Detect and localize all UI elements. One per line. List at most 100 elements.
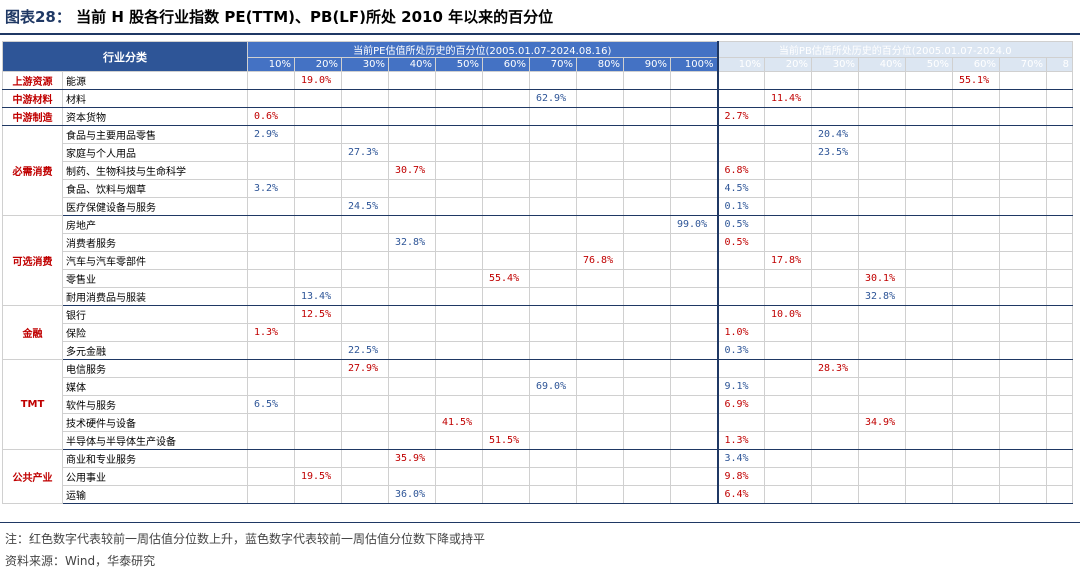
pe-empty-cell [388,179,436,198]
industry-label: 多元金融 [62,341,248,360]
pb-empty-cell [1046,377,1073,396]
pe-empty-cell [670,143,718,162]
pe-empty-cell [247,287,295,306]
industry-label: 保险 [62,323,248,342]
pb-empty-cell [999,467,1047,486]
industry-label: 食品与主要用品零售 [62,125,248,144]
pb-empty-cell [764,215,812,234]
pe-percentile-value: 55.4% [482,269,530,288]
pb-percentile-value: 23.5% [811,143,859,162]
pe-empty-cell [576,269,624,288]
pb-empty-cell [905,413,953,432]
pb-empty-cell [1046,125,1073,144]
pe-empty-cell [482,413,530,432]
pe-empty-cell [294,125,342,144]
table-row: 多元金融 22.5% 0.3% [3,341,1073,360]
figure-number: 图表28： [5,8,71,26]
pb-empty-cell [716,251,765,270]
pb-empty-cell [905,251,953,270]
pb-empty-cell [905,287,953,306]
industry-label: 房地产 [62,215,248,234]
pe-empty-cell [482,341,530,360]
pb-empty-cell [905,359,953,378]
table-row: 医疗保健设备与服务 24.5% 0.1% [3,197,1073,216]
pe-empty-cell [247,341,295,360]
industry-label: 软件与服务 [62,395,248,414]
pb-empty-cell [952,305,1000,324]
pb-empty-cell [811,71,859,90]
pe-empty-cell [482,395,530,414]
pb-percentile-value: 20.4% [811,125,859,144]
pb-empty-cell [811,197,859,216]
pb-empty-cell [999,71,1047,90]
group-label: TMT [2,359,63,450]
industry-label: 食品、饮料与烟草 [62,179,248,198]
pe-empty-cell [670,233,718,252]
pe-empty-cell [623,233,671,252]
pb-empty-cell [952,233,1000,252]
table-row: 公共产业 商业和专业服务 35.9% 3.4% [2,449,1073,504]
industry-label: 制药、生物科技与生命科学 [62,161,248,180]
pe-empty-cell [341,107,389,126]
pe-empty-cell [482,287,530,306]
pe-empty-cell [529,413,577,432]
group-label: 必需消费 [2,125,63,216]
pe-empty-cell [576,359,624,378]
pb-empty-cell [952,179,1000,198]
pb-empty-cell [764,359,812,378]
pb-empty-cell [999,269,1047,288]
notes-divider [0,522,1080,523]
pe-empty-cell [294,269,342,288]
pb-empty-cell [905,269,953,288]
pb-empty-cell [952,413,1000,432]
pb-empty-cell [716,269,765,288]
pe-empty-cell [388,251,436,270]
pe-empty-cell [435,269,483,288]
pb-empty-cell [952,161,1000,180]
pb-empty-cell [811,269,859,288]
pe-empty-cell [623,269,671,288]
pb-empty-cell [905,197,953,216]
pe-empty-cell [341,413,389,432]
pb-percentile-value: 30.1% [858,269,906,288]
pe-empty-cell [388,125,436,144]
pe-empty-cell [247,71,295,90]
industry-label: 半导体与半导体生产设备 [62,431,248,450]
industry-label: 材料 [62,89,248,108]
pb-empty-cell [858,107,906,126]
pe-empty-cell [576,161,624,180]
table-row: TMT 电信服务 27.9% 28.3% [2,359,1073,450]
pe-empty-cell [623,377,671,396]
pe-empty-cell [294,323,342,342]
pe-percentile-value: 2.9% [247,125,295,144]
pb-empty-cell [905,305,953,324]
industry-label: 商业和专业服务 [62,449,248,468]
pe-empty-cell [576,323,624,342]
pe-empty-cell [623,107,671,126]
pb-percentile-value: 0.5% [716,233,765,252]
pe-bin-header: 70% [529,57,577,72]
pb-empty-cell [999,341,1047,360]
pb-empty-cell [905,449,953,468]
table-row: 媒体 69.0% 9.1% [3,377,1073,396]
pb-empty-cell [952,269,1000,288]
pb-empty-cell [858,89,906,108]
pb-percentile-value: 34.9% [858,413,906,432]
pb-empty-cell [1046,395,1073,414]
pe-empty-cell [341,485,389,504]
pe-empty-cell [435,251,483,270]
pe-empty-cell [388,89,436,108]
pb-empty-cell [952,341,1000,360]
pe-bin-header: 10% [247,57,295,72]
pb-empty-cell [1046,107,1073,126]
pe-empty-cell [576,107,624,126]
pb-empty-cell [999,125,1047,144]
industry-label: 运输 [62,485,248,504]
pb-empty-cell [858,359,906,378]
pe-empty-cell [670,431,718,450]
pe-empty-cell [670,341,718,360]
pb-empty-cell [1046,413,1073,432]
pe-empty-cell [623,125,671,144]
pe-empty-cell [435,323,483,342]
pe-empty-cell [576,125,624,144]
